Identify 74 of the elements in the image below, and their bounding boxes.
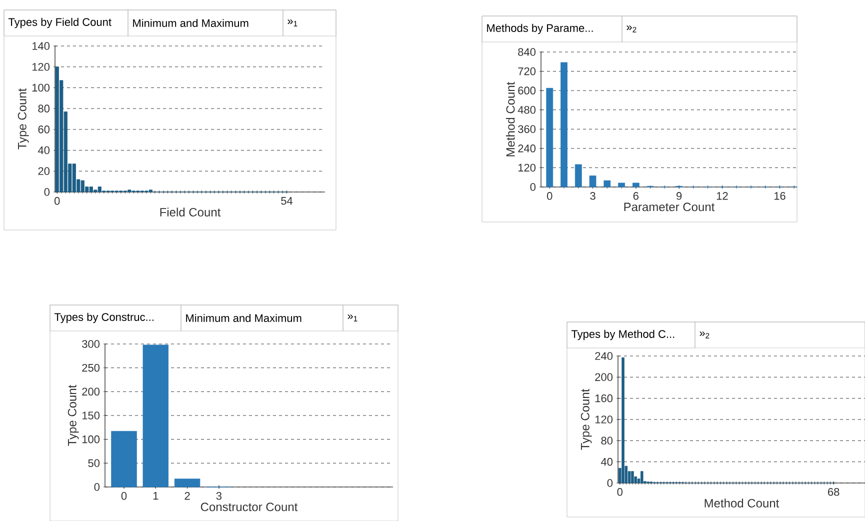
- y-tick-label: 50: [88, 459, 100, 468]
- y-tick-label: 250: [82, 364, 100, 372]
- bar: [640, 471, 644, 484]
- y-tick-label: 360: [518, 125, 536, 134]
- text: »$_{2}$: [626, 26, 636, 32]
- y-tick-label: 100: [32, 84, 50, 92]
- text: »$_{1}$: [288, 20, 298, 26]
- bar: [604, 180, 611, 188]
- text: »$_{2}$: [700, 332, 710, 338]
- y-tick-label: 120: [518, 164, 536, 172]
- y-tick-label: 20: [38, 167, 50, 176]
- y-tick-label: 840: [518, 48, 536, 56]
- y-tick-label: 150: [82, 412, 100, 420]
- bar: [546, 88, 554, 188]
- y-tick-label: 80: [601, 436, 613, 445]
- bar: [589, 176, 596, 188]
- y-axis-title: Method Count: [506, 82, 515, 156]
- x-tick-label: 6: [633, 192, 638, 200]
- bar: [142, 344, 168, 488]
- x-tick-label: 0: [617, 488, 623, 496]
- y-tick-label: 200: [82, 388, 100, 396]
- y-tick-label: 160: [595, 394, 613, 402]
- y-tick-label: 0: [94, 483, 100, 491]
- text: »$_{1}$: [348, 314, 358, 322]
- y-tick-label: 140: [32, 42, 50, 50]
- x-tick-label: 9: [676, 192, 682, 200]
- y-tick-label: 200: [595, 373, 613, 382]
- x-axis-title: Field Count: [160, 208, 221, 216]
- y-tick-label: 300: [82, 340, 100, 348]
- y-axis-title: Type Count: [18, 88, 29, 150]
- y-tick-label: 60: [38, 126, 50, 134]
- y-axis-title: Type Count: [68, 384, 79, 446]
- y-axis-title: Type Count: [580, 388, 592, 450]
- text: Minimum and Maximum: [133, 18, 248, 28]
- y-tick-label: 40: [600, 458, 613, 466]
- x-tick-label: 16: [774, 192, 786, 200]
- x-tick-label: 2: [184, 492, 190, 500]
- y-tick-label: 720: [518, 67, 536, 76]
- bar: [622, 357, 624, 484]
- x-axis-title: Method Count: [704, 498, 780, 508]
- x-tick-label: 12: [716, 192, 728, 200]
- bar: [632, 182, 640, 188]
- chart-title: Types by Method C...: [571, 330, 674, 340]
- y-tick-label: 40: [38, 146, 50, 154]
- text: Minimum and Maximum: [186, 314, 302, 322]
- x-tick-label: 0: [121, 492, 127, 500]
- y-tick-label: 480: [518, 106, 536, 114]
- chart-title: Types by Field Count: [8, 18, 112, 28]
- x-axis-title: Parameter Count: [624, 202, 715, 212]
- y-tick-label: 0: [607, 479, 613, 487]
- y-tick-label: 120: [32, 62, 50, 71]
- y-tick-label: 0: [530, 183, 536, 191]
- chart-title: Types by Construc...: [54, 312, 154, 324]
- y-tick-label: 100: [82, 435, 100, 444]
- bar: [560, 62, 568, 188]
- chart-title: Methods by Parame...: [487, 24, 593, 34]
- x-tick-label: 1: [153, 492, 158, 500]
- x-tick-label: 3: [216, 492, 222, 500]
- bar: [111, 431, 137, 488]
- y-tick-label: 600: [518, 86, 536, 94]
- bar: [148, 190, 152, 192]
- x-axis-title: Constructor Count: [200, 502, 298, 512]
- x-tick-label: 68: [828, 488, 840, 496]
- bar: [174, 478, 200, 488]
- y-tick-label: 240: [595, 352, 613, 360]
- y-tick-label: 80: [38, 104, 50, 112]
- x-tick-label: 3: [590, 192, 596, 200]
- bar: [574, 164, 582, 188]
- bar: [631, 471, 634, 484]
- y-tick-label: 120: [595, 416, 613, 424]
- x-tick-label: 54: [281, 197, 293, 205]
- y-tick-label: 240: [518, 144, 536, 152]
- bar: [618, 182, 625, 188]
- x-tick-label: 0: [546, 192, 552, 200]
